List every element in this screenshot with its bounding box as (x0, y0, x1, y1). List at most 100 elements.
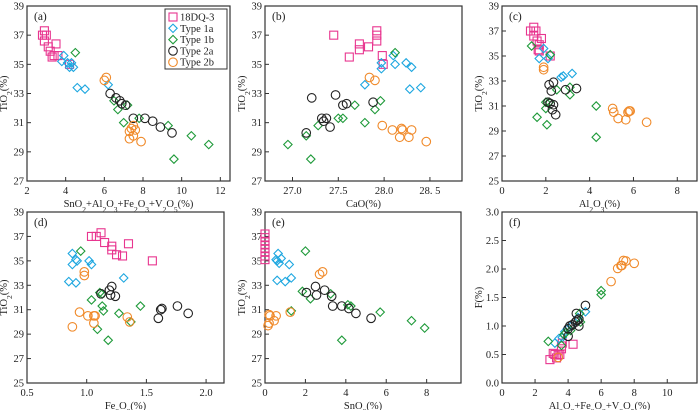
x-axis-label: Fe2O3(%) (105, 401, 147, 410)
data-point (544, 79, 554, 90)
data-point (351, 308, 361, 319)
data-point (607, 103, 618, 114)
data-point (147, 116, 158, 127)
data-point (377, 51, 387, 61)
y-tick-label: 35 (252, 256, 263, 267)
data-point (300, 246, 311, 257)
data-point (79, 267, 90, 277)
x-tick-label: 12 (215, 186, 226, 197)
data-point (311, 290, 322, 300)
y-tick-label: 27 (252, 354, 263, 365)
panel-f: 0.0 0.5 1.0 1.5 2.0 2.5 3.0 0 2 4 6 8 10 Al2O3+Fe2O3+… (474, 208, 698, 410)
data-point (86, 231, 97, 241)
y-tick-label: 29 (252, 147, 263, 158)
data-point (613, 113, 623, 124)
data-point (372, 30, 382, 40)
data-point (64, 62, 75, 73)
y-tick-label: 27 (14, 177, 25, 188)
x-tick-label: 8 (140, 186, 145, 197)
data-point (319, 285, 330, 296)
series-type-1a (359, 50, 426, 95)
data-point (284, 259, 295, 270)
data-point (269, 315, 279, 326)
series-type-1a (271, 248, 297, 287)
panel-c: 25 27 29 31 33 35 37 39 0 2 4 6 8 Al2O3(%) TiO2(%) (c) (474, 2, 698, 214)
y-tick-label: 33 (252, 89, 263, 100)
data-point (118, 272, 129, 283)
data-point (83, 310, 93, 321)
y-tick-label: 29 (14, 147, 25, 158)
data-point (551, 84, 562, 95)
data-point (368, 97, 378, 108)
y-tick-label: 37 (252, 31, 263, 42)
data-point (314, 269, 325, 280)
data-point (526, 41, 537, 51)
x-tick-label: 1.5 (140, 388, 153, 399)
series-18dq-3 (525, 22, 555, 61)
data-point (96, 288, 106, 299)
data-point (574, 308, 585, 319)
data-point (354, 39, 364, 49)
data-point (135, 301, 146, 312)
series-type-2a (105, 88, 177, 138)
series-type-1a (534, 43, 578, 83)
data-point (325, 122, 335, 132)
data-point (122, 312, 133, 322)
plot-frame (501, 5, 698, 182)
legend-item: Type 1a (168, 23, 214, 35)
data-point (130, 125, 141, 135)
series-type-2b (364, 72, 432, 147)
data-point (80, 84, 90, 95)
series-type-2b (263, 267, 328, 331)
data-point (629, 258, 640, 269)
y-tick-label: 27 (14, 354, 25, 365)
series-type-2b (538, 62, 652, 128)
data-point (66, 57, 77, 68)
data-point (326, 291, 337, 302)
data-point (90, 310, 100, 321)
legend-marker-circle-icon (168, 46, 178, 56)
data-point (96, 228, 106, 238)
data-point (128, 130, 139, 141)
data-point (419, 323, 430, 334)
legend-item: Type 2b (168, 57, 214, 69)
data-point (538, 43, 549, 54)
data-point (591, 132, 602, 143)
data-point (183, 308, 194, 319)
y-tick-label: 2.5 (486, 236, 499, 247)
y-tick-label: 39 (252, 2, 263, 13)
x-axis-label: Al2O3(%) (579, 199, 621, 214)
y-tick-label: 2.0 (486, 265, 499, 276)
data-point (123, 239, 134, 249)
panel-label: (a) (34, 11, 47, 23)
y-axis-label: TiO2(%) (237, 75, 252, 112)
panel-label: (d) (34, 217, 48, 229)
x-tick-label: 2 (532, 388, 537, 399)
data-point (67, 248, 78, 259)
data-point (532, 112, 543, 123)
data-point (551, 353, 562, 363)
data-point (105, 290, 116, 300)
data-point (641, 117, 652, 128)
data-point (568, 339, 578, 349)
data-point (378, 59, 388, 69)
data-point (596, 289, 607, 300)
x-tick-label: 6 (384, 388, 389, 399)
data-point (388, 50, 399, 61)
panel-e: 25 27 29 31 33 35 37 39 0 2 4 6 8 SnO2(%) TiO2(%) (e) (237, 208, 462, 410)
legend-item: 18DQ-3 (168, 12, 214, 24)
data-point (103, 79, 114, 90)
data-point (567, 68, 578, 79)
data-point (563, 331, 573, 342)
data-point (53, 51, 63, 61)
x-tick-label: 8 (632, 388, 637, 399)
data-point (547, 104, 558, 115)
data-point (72, 255, 83, 266)
legend-label: Type 1a (180, 24, 214, 35)
data-point (571, 83, 582, 94)
data-point (101, 72, 112, 83)
data-point (558, 71, 569, 81)
data-point (41, 30, 51, 40)
y-tick-label: 27 (252, 177, 263, 188)
data-point (111, 250, 122, 260)
